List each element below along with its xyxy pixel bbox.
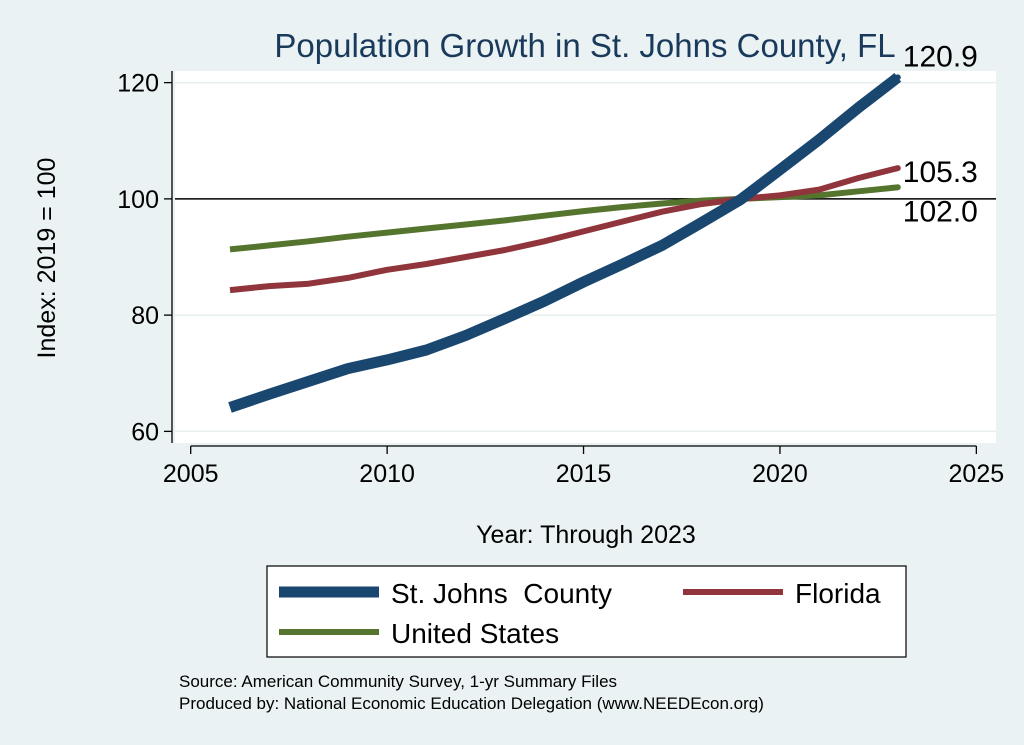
series-lines xyxy=(228,73,902,413)
series-endpoint-0 xyxy=(894,74,901,81)
y-axis-title: Index: 2019 = 100 xyxy=(33,158,61,359)
legend: St. Johns County Florida United States xyxy=(266,565,907,658)
producer-note: Produced by: National Economic Education… xyxy=(179,694,764,713)
source-note: Source: American Community Survey, 1-yr … xyxy=(179,672,617,691)
series-line-0 xyxy=(228,73,902,413)
legend-label-1: Florida xyxy=(795,578,881,609)
end-labels: 120.9 105.3 102.0 xyxy=(903,40,978,228)
axes xyxy=(164,71,978,454)
x-tick-label: 2025 xyxy=(949,460,1005,488)
end-label: 105.3 xyxy=(903,156,978,189)
x-axis-title: Year: Through 2023 xyxy=(476,521,696,549)
series-endpoint-1 xyxy=(894,165,901,172)
y-tick-labels: 60 80 100 120 xyxy=(117,70,159,447)
chart-title: Population Growth in St. Johns County, F… xyxy=(274,27,895,64)
y-tick-label: 120 xyxy=(117,70,159,98)
x-tick-label: 2005 xyxy=(163,460,219,488)
end-label: 102.0 xyxy=(903,195,978,228)
y-tick-label: 80 xyxy=(131,302,159,330)
x-tick-label: 2020 xyxy=(752,460,808,488)
legend-label-2: United States xyxy=(391,618,559,649)
end-label: 120.9 xyxy=(903,40,978,73)
y-tick-label: 60 xyxy=(131,418,159,446)
legend-box xyxy=(266,565,907,658)
series-endpoint-2 xyxy=(894,184,901,191)
y-tick-label: 100 xyxy=(117,186,159,214)
legend-label-0: St. Johns County xyxy=(391,578,612,609)
x-tick-labels: 2005 2010 2015 2020 2025 xyxy=(163,460,1004,488)
x-tick-label: 2015 xyxy=(556,460,612,488)
legend-entries: St. Johns County Florida United States xyxy=(279,578,881,649)
series-line-1 xyxy=(229,165,899,294)
x-tick-label: 2010 xyxy=(359,460,415,488)
